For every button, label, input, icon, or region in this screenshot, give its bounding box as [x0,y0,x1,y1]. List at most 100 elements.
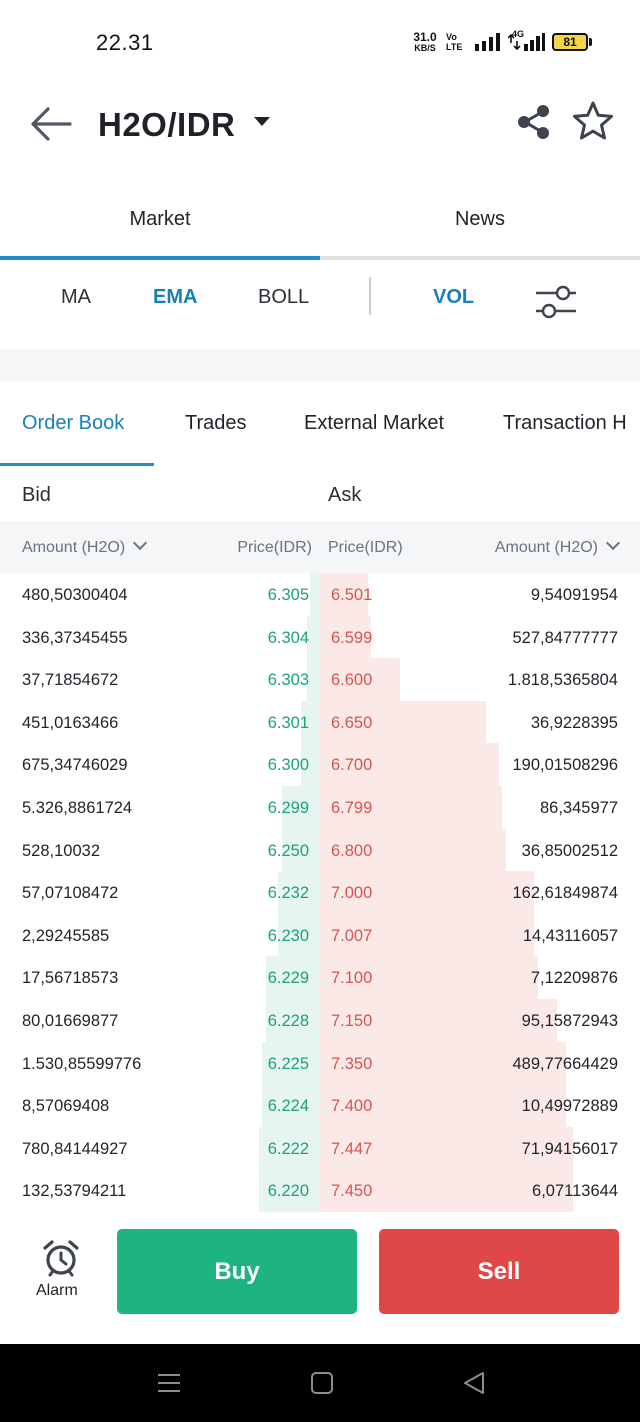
back-triangle-icon[interactable] [462,1371,486,1395]
status-time: 22.31 [96,30,154,55]
bid-price-cell: 6.230 [267,926,309,945]
share-icon[interactable] [516,104,552,140]
tab-track [0,256,640,260]
bid-depth-bar [265,956,320,999]
ask-depth-bar [320,999,557,1042]
bid-amount-cell: 336,37345455 [22,628,128,647]
menu-icon[interactable] [157,1371,181,1395]
ask-amount-cell: 489,77664429 [512,1054,618,1073]
arrow-left-icon[interactable] [28,104,74,144]
order-book-row[interactable]: 2,29245585 6.230 7.007 14,43116057 [0,913,640,957]
ask-amount-cell: 162,61849874 [512,884,618,903]
indicator-boll[interactable]: BOLL [258,286,310,308]
bid-price-cell: 6.303 [267,671,309,690]
ask-price-cell: 6.600 [331,671,373,690]
ask-price-cell: 7.000 [331,884,373,903]
order-book-row[interactable]: 675,34746029 6.300 6.700 190,01508296 [0,743,640,786]
ask-amount-cell: 95,15872943 [521,1012,618,1030]
network-type: 4G [512,29,525,39]
order-book-row[interactable]: 8,57069408 6.224 7.400 10,49972889 [0,1084,640,1127]
order-book-row[interactable]: 37,71854672 6.303 6.600 1.818,5365804 [0,658,640,701]
bid-depth-bar [262,1084,320,1127]
bid-amount-header-label: Amount (H2O) [22,539,126,556]
sliders-icon[interactable] [534,282,578,322]
bid-amount-cell: 675,34746029 [22,756,128,775]
indicator-divider [369,277,371,315]
order-book-row[interactable]: 480,50300404 6.305 6.501 9,54091954 [0,573,640,616]
ask-amount-header[interactable]: Amount (H2O) [495,535,621,557]
ask-depth-bar [320,743,500,786]
order-book-row[interactable]: 132,53794211 6.220 7.450 6,07113644 [0,1169,640,1212]
ask-depth-bar [320,871,535,914]
chart-area-band [0,349,640,381]
battery-tip [589,38,592,46]
order-book-row[interactable]: 451,0163466 6.301 6.650 36,9228395 [0,700,640,744]
tab-external-market[interactable]: External Market [304,412,445,434]
chevron-down-icon[interactable] [133,535,148,551]
bid-amount-cell: 480,50300404 [22,586,128,604]
bid-depth-bar [262,1041,320,1085]
indicator-ma[interactable]: MA [61,286,91,308]
ask-price-cell: 7.100 [331,969,373,988]
tab-order-book[interactable]: Order Book [22,412,125,434]
tab-transaction-history[interactable]: Transaction H [503,412,627,434]
bid-depth-bar [300,700,320,744]
ask-price-cell: 6.700 [331,756,373,775]
ask-depth-bar [320,913,535,957]
ask-amount-cell: 71,94156017 [521,1139,618,1158]
bid-price-cell: 6.224 [267,1097,309,1116]
bid-depth-bar [307,658,320,701]
order-book-row[interactable]: 528,10032 6.250 6.800 36,85002512 [0,828,640,872]
home-icon[interactable] [310,1371,334,1395]
order-book-row[interactable]: 5.326,8861724 6.299 6.799 86,345977 [0,786,640,829]
indicator-bar: MA EMA BOLL VOL [0,262,640,348]
bid-price-cell: 6.301 [267,713,309,732]
alarm-label[interactable]: Alarm [36,1282,78,1299]
buy-button[interactable]: Buy [117,1229,357,1314]
alarm-clock-icon[interactable] [41,1238,81,1278]
bid-amount-cell: 451,0163466 [22,713,119,732]
bid-price-header: Price(IDR) [237,539,312,556]
bid-price-cell: 6.232 [267,884,309,903]
bid-depth-bar [300,743,320,786]
star-outline-icon[interactable] [572,100,614,142]
system-nav-bar [0,1344,640,1422]
tab-trades[interactable]: Trades [185,412,247,434]
bid-amount-cell: 17,56718573 [22,969,119,988]
bid-price-cell: 6.220 [267,1182,309,1201]
ask-price-cell: 7.447 [331,1139,373,1158]
ask-price-cell: 7.450 [331,1182,373,1201]
volte-indicator: Vo LTE [446,32,463,52]
pair-title[interactable]: H2O/IDR [98,106,236,143]
bid-price-cell: 6.299 [267,799,309,817]
bid-amount-cell: 8,57069408 [22,1097,110,1116]
bid-depth-bar [278,871,320,914]
caret-down-icon[interactable] [254,117,270,126]
order-book-row[interactable]: 17,56718573 6.229 7.100 7,12209876 [0,956,640,999]
tab-news[interactable]: News [454,208,505,230]
bid-depth-bar [307,615,320,659]
ask-depth-bar [320,1041,567,1085]
indicator-vol[interactable]: VOL [433,286,475,308]
ask-depth-bar [320,1084,567,1127]
sell-button[interactable]: Sell [379,1229,619,1314]
trade-action-bar: Alarm Buy Sell [0,1214,640,1344]
order-book-row[interactable]: 80,01669877 6.228 7.150 95,15872943 [0,999,640,1042]
bid-price-cell: 6.304 [267,628,309,647]
ask-depth-bar [320,786,503,829]
indicator-ema[interactable]: EMA [153,286,198,308]
ask-amount-cell: 6,07113644 [532,1182,618,1201]
order-book-row[interactable]: 336,37345455 6.304 6.599 527,84777777 [0,615,640,659]
bid-amount-header[interactable]: Amount (H2O) [22,535,148,557]
ask-depth-bar [320,1169,573,1212]
ask-amount-cell: 7,12209876 [530,969,618,988]
ask-depth-bar [320,956,538,999]
order-book-row[interactable]: 1.530,85599776 6.225 7.350 489,77664429 [0,1041,640,1085]
chevron-down-icon[interactable] [605,535,621,551]
order-book-row[interactable]: 780,84144927 6.222 7.447 71,94156017 [0,1126,640,1170]
bid-depth-bar [265,999,320,1042]
main-tabs: Market News [0,180,640,260]
tab-market[interactable]: Market [129,208,191,230]
ask-amount-cell: 36,9228395 [530,713,618,732]
order-book-row[interactable]: 57,07108472 6.232 7.000 162,61849874 [0,871,640,914]
